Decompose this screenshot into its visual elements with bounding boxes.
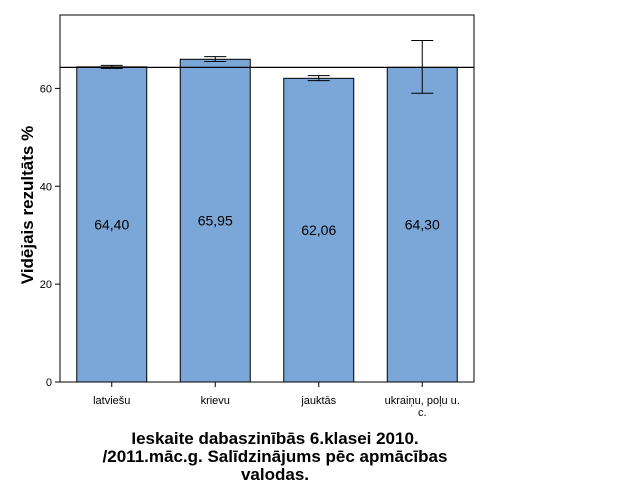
x-tick-label: ukraiņu, poļu u. c. (385, 395, 460, 419)
bar (386, 66, 458, 383)
chart-title-line: valodas. (240, 465, 310, 484)
x-tick-label-line: krievu (201, 395, 230, 407)
x-tick-label-line: ukraiņu, poļu u. (385, 395, 460, 407)
chart-title-line: Ieskaite dabaszinībās 6.klasei 2010. (131, 429, 419, 448)
chart-title: Ieskaite dabaszinībās 6.klasei 2010. /20… (70, 430, 480, 484)
x-tick-label-line: jauktās (300, 395, 336, 407)
x-tick-label-line: latviešu (93, 395, 130, 407)
x-tick-label: latviešu (93, 395, 130, 407)
data-label: 64,30 (405, 217, 440, 233)
chart-title-line: /2011.māc.g. Salīdzinājums pēc apmācības (102, 447, 448, 466)
y-tick-label: 0 (46, 377, 52, 389)
x-tick-label-line: c. (418, 407, 427, 419)
data-label: 64,40 (94, 216, 129, 232)
x-tick-label: jauktās (300, 395, 336, 407)
data-label: 65,95 (198, 213, 233, 229)
bar (76, 66, 148, 383)
x-tick-label: krievu (201, 395, 230, 407)
bar (283, 77, 355, 383)
data-label: 62,06 (301, 222, 336, 238)
y-tick-label: 20 (40, 279, 52, 291)
y-tick-label: 40 (40, 181, 52, 193)
y-axis-label: Vidējais rezultāts % (18, 125, 37, 285)
y-tick-label: 60 (40, 83, 52, 95)
